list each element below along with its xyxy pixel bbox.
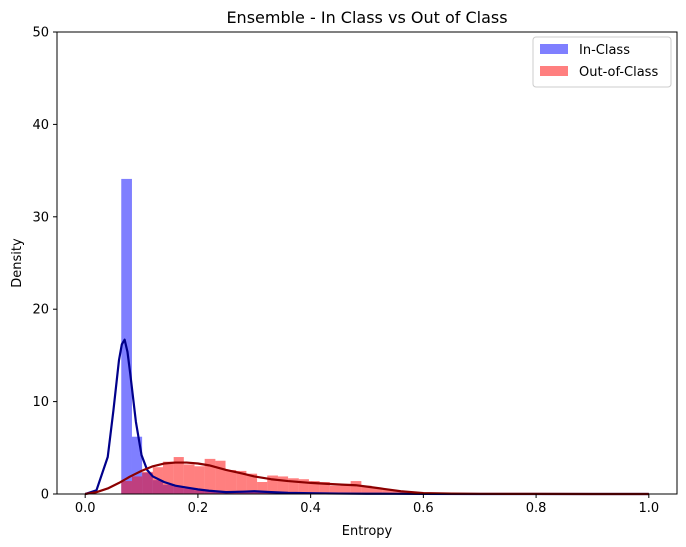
x-tick-label: 0.8	[526, 501, 547, 516]
y-tick-label: 40	[32, 118, 49, 133]
legend-swatch-in-class	[540, 44, 568, 54]
legend-label-in-class: In-Class	[579, 43, 630, 58]
bar-out-of-class-9	[215, 460, 226, 494]
legend-label-out-of-class: Out-of-Class	[579, 65, 658, 80]
bar-out-of-class-13	[257, 481, 268, 494]
x-tick-label: 0.0	[75, 501, 96, 516]
bar-out-of-class-16	[288, 478, 299, 494]
x-tick-label: 0.4	[300, 501, 321, 516]
bar-out-of-class-17	[298, 479, 309, 494]
y-tick-label: 0	[41, 488, 49, 503]
legend: In-Class Out-of-Class	[532, 36, 672, 88]
chart-title: Ensemble - In Class vs Out of Class	[226, 8, 507, 27]
bar-out-of-class-11	[236, 470, 247, 494]
bar-out-of-class-8	[204, 458, 216, 494]
x-axis-ticks: 0.0 0.2 0.4 0.6 0.8 1.0	[75, 494, 659, 516]
legend-swatch-out-of-class	[540, 66, 568, 76]
bar-out-of-class-0	[121, 481, 132, 494]
bar-out-of-class-1	[131, 476, 143, 494]
y-tick-label: 50	[32, 26, 49, 41]
bar-out-of-class-22	[350, 481, 362, 494]
bar-out-of-class-20	[329, 485, 341, 494]
x-tick-label: 1.0	[638, 501, 659, 516]
bar-out-of-class-10	[225, 469, 237, 494]
bar-out-of-class-2	[142, 471, 153, 494]
bar-out-of-class-24	[371, 487, 383, 494]
bar-out-of-class-19	[319, 481, 330, 494]
histogram-bars	[121, 178, 424, 494]
y-tick-label: 20	[32, 303, 49, 318]
bar-out-of-class-18	[308, 481, 320, 494]
bar-out-of-class-23	[361, 485, 372, 494]
y-axis-ticks: 0 10 20 30 40 50	[32, 26, 57, 503]
x-tick-label: 0.2	[188, 501, 209, 516]
bar-out-of-class-3	[152, 467, 163, 494]
bar-out-of-class-21	[340, 483, 351, 494]
bar-out-of-class-26	[392, 490, 404, 494]
plot-frame	[56, 31, 678, 495]
bar-in-class-0	[121, 178, 132, 494]
y-tick-label: 10	[32, 395, 49, 410]
bar-out-of-class-14	[267, 475, 278, 494]
bar-out-of-class-6	[183, 464, 195, 494]
bar-out-of-class-4	[162, 461, 174, 494]
bar-out-of-class-5	[173, 457, 184, 494]
y-tick-label: 30	[32, 210, 49, 225]
bar-out-of-class-7	[194, 466, 205, 494]
bar-in-class-1	[131, 436, 143, 494]
x-axis-title: Entropy	[342, 524, 393, 539]
bar-out-of-class-15	[277, 476, 289, 494]
kde-line-out-of-class-kde	[85, 461, 649, 496]
bar-out-of-class-12	[246, 473, 258, 494]
bar-out-of-class-25	[382, 489, 393, 494]
y-axis-title: Density	[10, 238, 25, 288]
x-tick-label: 0.6	[413, 501, 434, 516]
